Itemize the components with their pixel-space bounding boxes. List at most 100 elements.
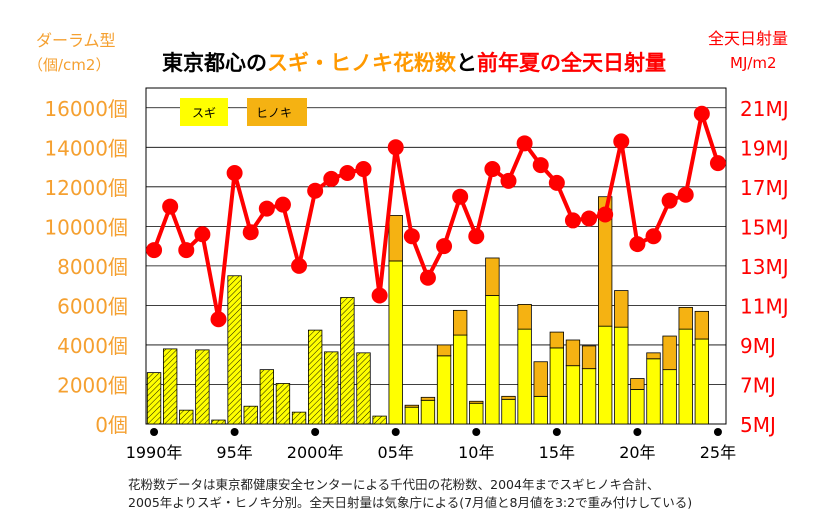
bar-sugi-2008 (436, 355, 452, 425)
radiation-point-2005 (387, 139, 404, 156)
legend-sugi-swatch (180, 98, 228, 126)
x-tick-label: 2000年 (287, 443, 344, 462)
bar-sugi-2005 (388, 260, 403, 425)
radiation-point-1990 (146, 242, 163, 259)
bar-combined-1998 (275, 383, 291, 425)
bar-sugi-2017 (581, 368, 597, 425)
right-tick-label: 15MJ (740, 215, 789, 239)
radiation-point-1991 (162, 198, 179, 215)
bar-hinoki-2010 (469, 400, 484, 404)
right-tick-label: 7MJ (740, 373, 776, 397)
bar-sugi-2012 (501, 398, 516, 425)
x-tick-mark (311, 428, 320, 436)
x-tick-label: 95年 (216, 443, 252, 462)
bar-sugi-2023 (678, 328, 693, 425)
bar-combined-1992 (179, 409, 194, 425)
bar-sugi-2010 (469, 402, 484, 425)
x-tick-mark (713, 428, 722, 436)
x-tick-mark (552, 428, 561, 436)
bar-sugi-2013 (517, 328, 532, 425)
bar-combined-1997 (259, 369, 275, 425)
chart-title-part1: 東京都心の (162, 51, 267, 75)
x-tick-mark (633, 428, 642, 436)
plot-area (145, 87, 727, 425)
right-tick-label: 21MJ (740, 97, 789, 121)
x-tick-label: 20年 (619, 443, 655, 462)
bar-combined-1994 (211, 419, 226, 425)
radiation-point-2003 (355, 161, 372, 178)
radiation-point-1993 (194, 226, 211, 243)
chart-title: 東京都心のスギ・ヒノキ花粉数と前年夏の全天日射量 (162, 51, 666, 75)
legend-hinoki-swatch (247, 98, 307, 126)
bars-layer (146, 196, 709, 425)
right-tick-label: 13MJ (740, 255, 789, 279)
radiation-point-2022 (661, 192, 678, 209)
radiation-point-2000 (307, 182, 324, 199)
bar-combined-2000 (307, 329, 323, 425)
bar-combined-2001 (324, 351, 339, 425)
radiation-point-2006 (403, 228, 420, 245)
bar-sugi-2018 (598, 325, 613, 425)
left-tick-label: 2000個 (57, 373, 128, 397)
right-tick-label: 11MJ (740, 294, 789, 318)
bar-hinoki-2014 (533, 361, 548, 397)
left-tick-label: 10000個 (44, 215, 128, 239)
bar-hinoki-2024 (694, 310, 709, 340)
radiation-point-1995 (226, 164, 243, 181)
left-tick-labels: 0個 2000個 4000個 6000個 8000個 10000個 12000個 14000個… (44, 97, 128, 437)
bar-combined-1999 (291, 411, 307, 425)
bar-sugi-2014 (533, 395, 548, 425)
bar-sugi-2019 (614, 326, 629, 425)
x-tick-mark (230, 428, 239, 436)
bar-combined-2004 (372, 415, 387, 425)
radiation-point-2009 (452, 188, 469, 205)
bar-hinoki-2020 (630, 378, 645, 390)
radiation-point-2014 (532, 157, 549, 174)
radiation-point-2008 (436, 238, 453, 255)
bar-combined-2003 (356, 352, 371, 425)
chart-title-part4: 前年夏の全天日射量 (477, 51, 666, 75)
bar-hinoki-2022 (662, 335, 677, 371)
bar-sugi-2009 (452, 334, 468, 425)
bar-hinoki-2011 (485, 257, 500, 296)
radiation-point-2012 (500, 172, 517, 189)
radiation-point-2007 (419, 269, 436, 286)
bar-hinoki-2015 (549, 331, 564, 349)
source-note-line2: 2005年よりスギ・ヒノキ分別。全天日射量は気象庁による(7月値と8月値を3:2… (128, 495, 693, 510)
radiation-point-2001 (323, 170, 340, 187)
x-tick-mark (150, 428, 159, 436)
left-axis-label-line2: （個/cm2） (28, 56, 110, 74)
chart-title-part3: と (456, 51, 477, 75)
left-tick-label: 16000個 (44, 97, 128, 121)
right-tick-label: 9MJ (740, 334, 776, 358)
left-tick-label: 14000個 (44, 136, 128, 160)
bar-hinoki-2013 (517, 304, 532, 330)
bar-sugi-2015 (549, 347, 564, 425)
x-tick-label: 05年 (378, 443, 414, 462)
bar-combined-1991 (162, 348, 178, 425)
radiation-point-2004 (371, 287, 388, 304)
bar-sugi-2022 (662, 369, 677, 425)
right-axis-label-line1: 全天日射量 (708, 29, 788, 48)
x-tick-labels: 1990年 95年 2000年 05年 10年 15年 20年 25年 (126, 428, 736, 462)
bar-combined-1995 (227, 275, 242, 425)
radiation-point-2011 (484, 161, 501, 178)
left-tick-label: 0個 (95, 413, 128, 437)
radiation-point-2020 (629, 236, 646, 253)
bar-sugi-2006 (404, 406, 420, 425)
radiation-point-2024 (693, 105, 710, 122)
bar-sugi-2024 (694, 338, 709, 425)
bar-combined-1993 (195, 349, 210, 425)
bar-sugi-2020 (630, 389, 645, 425)
bar-hinoki-2006 (404, 404, 420, 408)
bar-hinoki-2018 (598, 196, 613, 327)
radiation-point-2019 (613, 133, 630, 150)
x-tick-mark (472, 428, 481, 436)
radiation-line-layer (146, 105, 726, 328)
bar-hinoki-2007 (420, 396, 436, 401)
radiation-point-2018 (597, 206, 614, 223)
x-tick-mark (391, 428, 400, 436)
left-tick-label: 6000個 (57, 294, 128, 318)
radiation-point-1992 (178, 242, 195, 259)
radiation-point-2017 (581, 210, 598, 227)
